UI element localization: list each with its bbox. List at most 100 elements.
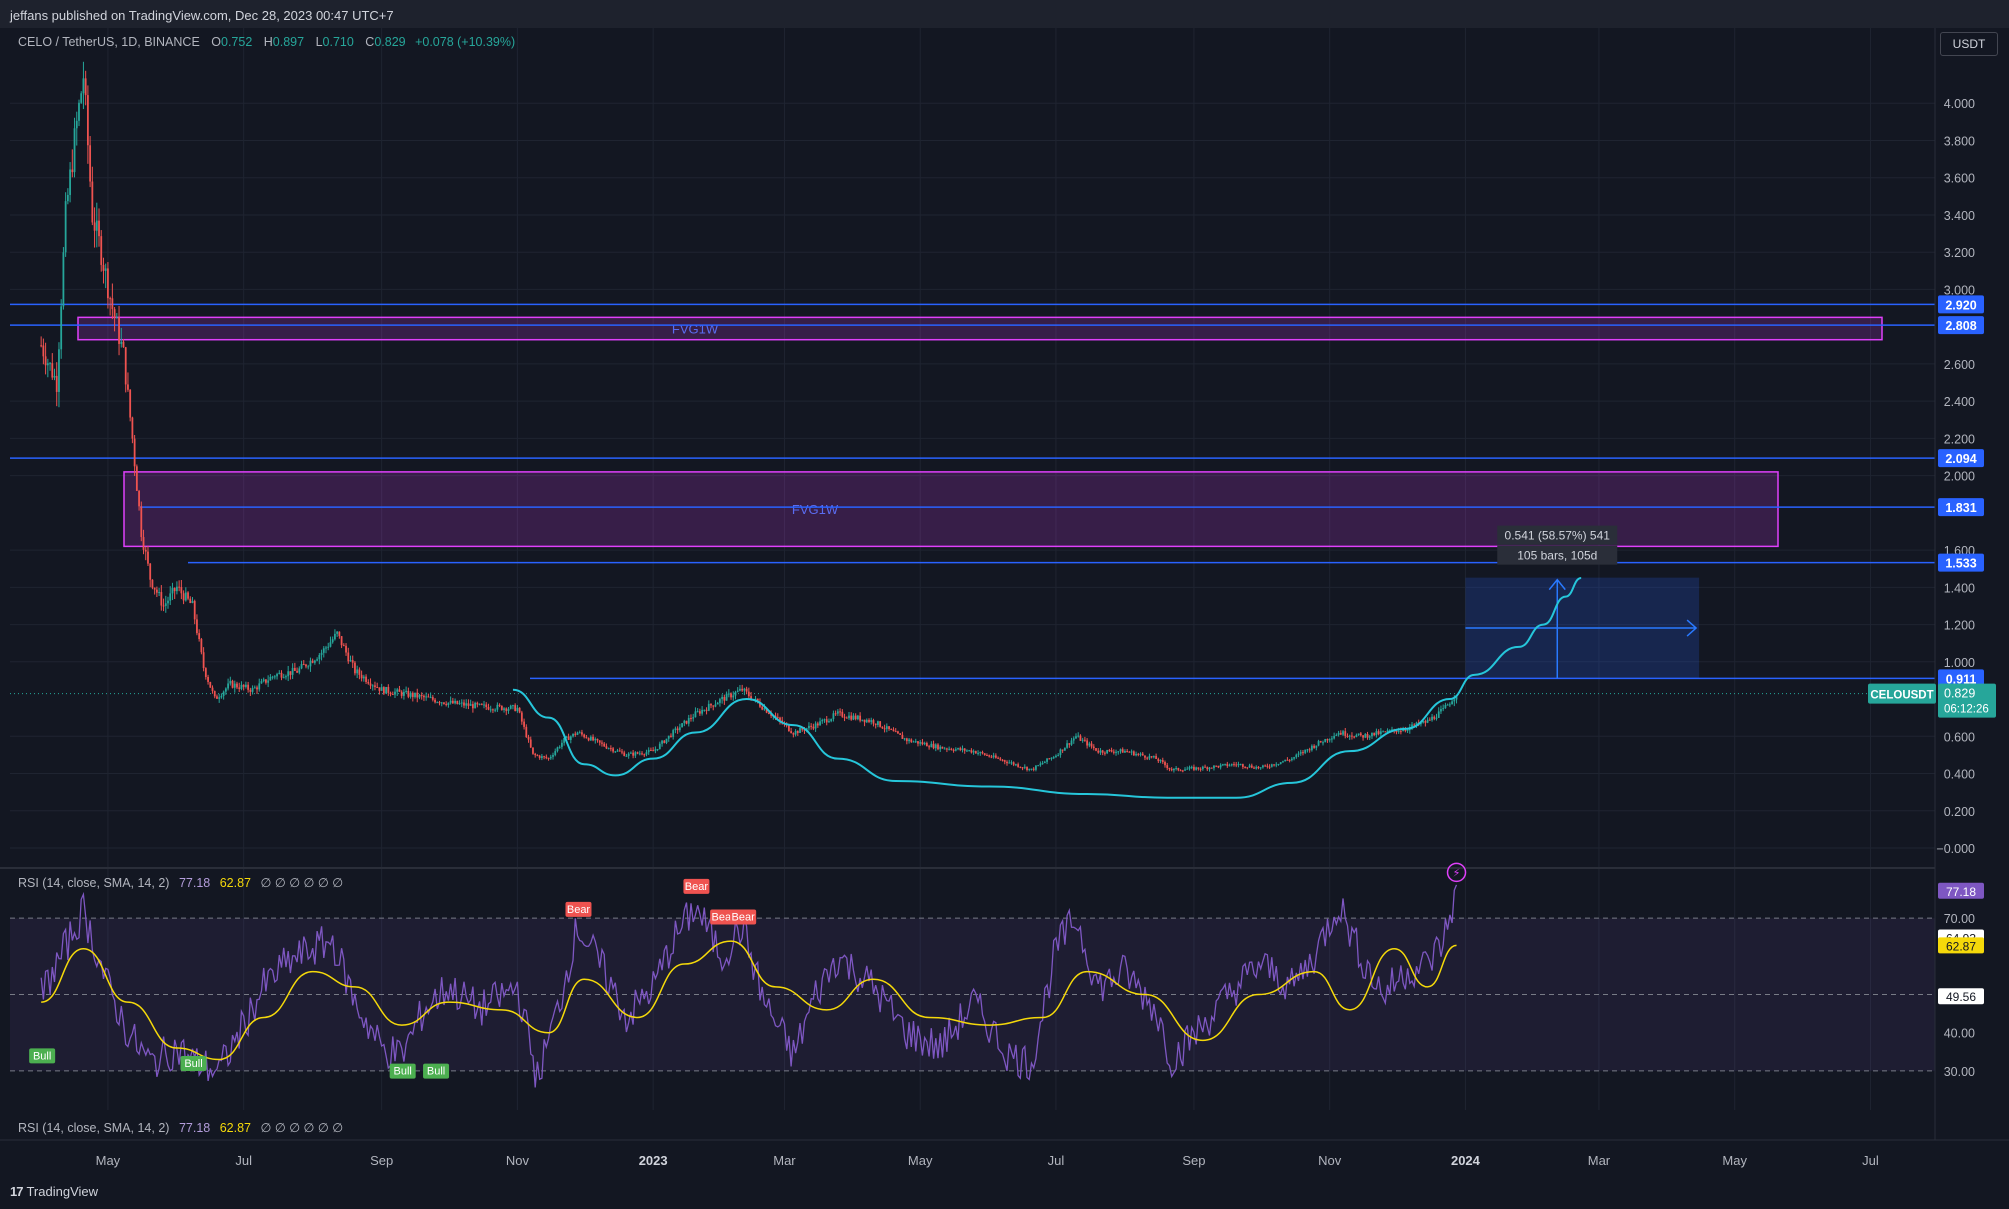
symbol-name[interactable]: CELO / TetherUS, 1D, BINANCE — [18, 35, 200, 49]
candle-body — [127, 384, 129, 390]
candle-body — [349, 660, 352, 662]
candle-body — [928, 746, 931, 748]
candle-body — [968, 750, 971, 752]
candle-body — [200, 639, 203, 653]
candle-body — [696, 711, 699, 713]
candle-body — [287, 671, 290, 677]
candle-body — [803, 729, 806, 731]
candle-body — [585, 737, 588, 739]
price-axis[interactable]: 4.000 3.800 3.600 3.400 3.200 3.000 2.600 2.400… — [1868, 28, 2009, 1140]
candle-body — [282, 677, 285, 679]
candle-body — [1375, 731, 1378, 736]
candle-body — [552, 755, 554, 757]
candle-body — [1210, 767, 1213, 769]
candle-body — [382, 687, 385, 694]
candle-body — [925, 743, 928, 747]
candle-body — [403, 691, 405, 696]
candle-body — [877, 721, 879, 725]
candle-body — [685, 720, 688, 724]
time-tick-label: 2024 — [1451, 1153, 1481, 1168]
candle-body — [342, 645, 345, 647]
candle-body — [885, 726, 888, 729]
candle-body — [1215, 765, 1218, 767]
candle-body — [1399, 731, 1402, 733]
open-label: O — [211, 35, 221, 49]
candle-body — [716, 702, 719, 705]
time-tick-label: Jul — [235, 1153, 252, 1168]
candle-body — [167, 600, 169, 604]
price-label: 1.533 — [1945, 557, 1976, 571]
candle-body — [921, 742, 924, 745]
candle-body — [912, 741, 915, 743]
candle-body — [1157, 758, 1160, 762]
candle-body — [1099, 750, 1102, 753]
candle-body — [1177, 767, 1180, 771]
candle-body — [149, 563, 152, 580]
candle-body — [707, 703, 710, 711]
price-axis-bg — [1935, 28, 2009, 1140]
candle-body — [496, 704, 499, 710]
candle-body — [1006, 761, 1008, 764]
rsi-legend-collapsed[interactable]: RSI (14, close, SMA, 14, 2) 77.18 62.87 … — [18, 1120, 343, 1135]
time-tick-label: Mar — [773, 1153, 796, 1168]
candle-body — [227, 683, 229, 689]
price-label-bg — [1938, 553, 1984, 572]
candle-body — [505, 708, 508, 711]
candle-body — [816, 723, 819, 726]
candle-body — [1050, 757, 1053, 759]
price-tick-label: 0.600 — [1944, 730, 1975, 744]
currency-button[interactable]: USDT — [1940, 32, 1998, 56]
candle-body — [870, 720, 873, 722]
candle-body — [318, 654, 321, 660]
rsi-legend-value-2: 77.18 — [178, 1121, 211, 1135]
candle-body — [861, 719, 864, 721]
candle-body — [55, 375, 58, 392]
cup-curve-line — [512, 577, 1582, 799]
measurement-tool[interactable]: 0.541 (58.57%) 541 105 bars, 105d — [1465, 525, 1700, 679]
candle-body — [957, 748, 959, 750]
candle-body — [440, 702, 443, 704]
candle-body — [796, 730, 799, 734]
price-tick-label: 3.600 — [1944, 172, 1975, 186]
candle-body — [44, 356, 47, 366]
candle-body — [1382, 731, 1384, 733]
candle-body — [1150, 756, 1153, 758]
candle-body — [305, 664, 307, 667]
candle-body — [347, 652, 350, 662]
time-axis[interactable]: May Jul Sep Nov 2023 Mar May Jul Sep Nov 2024 Mar Ma… — [0, 1139, 2009, 1174]
candle-body — [565, 736, 568, 738]
rsi-legend[interactable]: RSI (14, close, SMA, 14, 2) 77.18 62.87 … — [18, 875, 343, 890]
candle-body — [93, 222, 96, 231]
candle-body — [897, 731, 899, 734]
candle-body — [1030, 768, 1033, 770]
candle-body — [180, 587, 183, 594]
rsi-signal-badge — [683, 878, 710, 894]
candle-body — [49, 363, 51, 365]
candle-body — [520, 712, 523, 722]
candle-body — [220, 695, 223, 698]
candle-body — [977, 752, 979, 754]
candle-body — [218, 697, 221, 699]
candle-body — [271, 676, 274, 678]
candle-body — [269, 676, 272, 681]
candle-body — [247, 684, 250, 690]
price-tick-label: 3.800 — [1944, 134, 1975, 148]
candle-body — [934, 744, 937, 749]
measure-label-bg — [1497, 525, 1618, 545]
candle-body — [734, 691, 737, 696]
rsi-signal-label: Bear — [712, 911, 736, 923]
candle-body — [173, 587, 176, 592]
candle-body — [937, 744, 939, 750]
price-label-bg — [1938, 498, 1984, 517]
candle-body — [178, 586, 181, 588]
candle-body — [111, 298, 114, 310]
candle-body — [1208, 767, 1211, 770]
candle-body — [374, 685, 376, 687]
tradingview-logo[interactable]: 17 TradingView — [10, 1184, 98, 1199]
candle-body — [251, 688, 254, 692]
candle-body — [469, 704, 472, 706]
candle-body — [636, 752, 639, 754]
candle-body — [667, 735, 670, 739]
candle-body — [1213, 765, 1215, 769]
